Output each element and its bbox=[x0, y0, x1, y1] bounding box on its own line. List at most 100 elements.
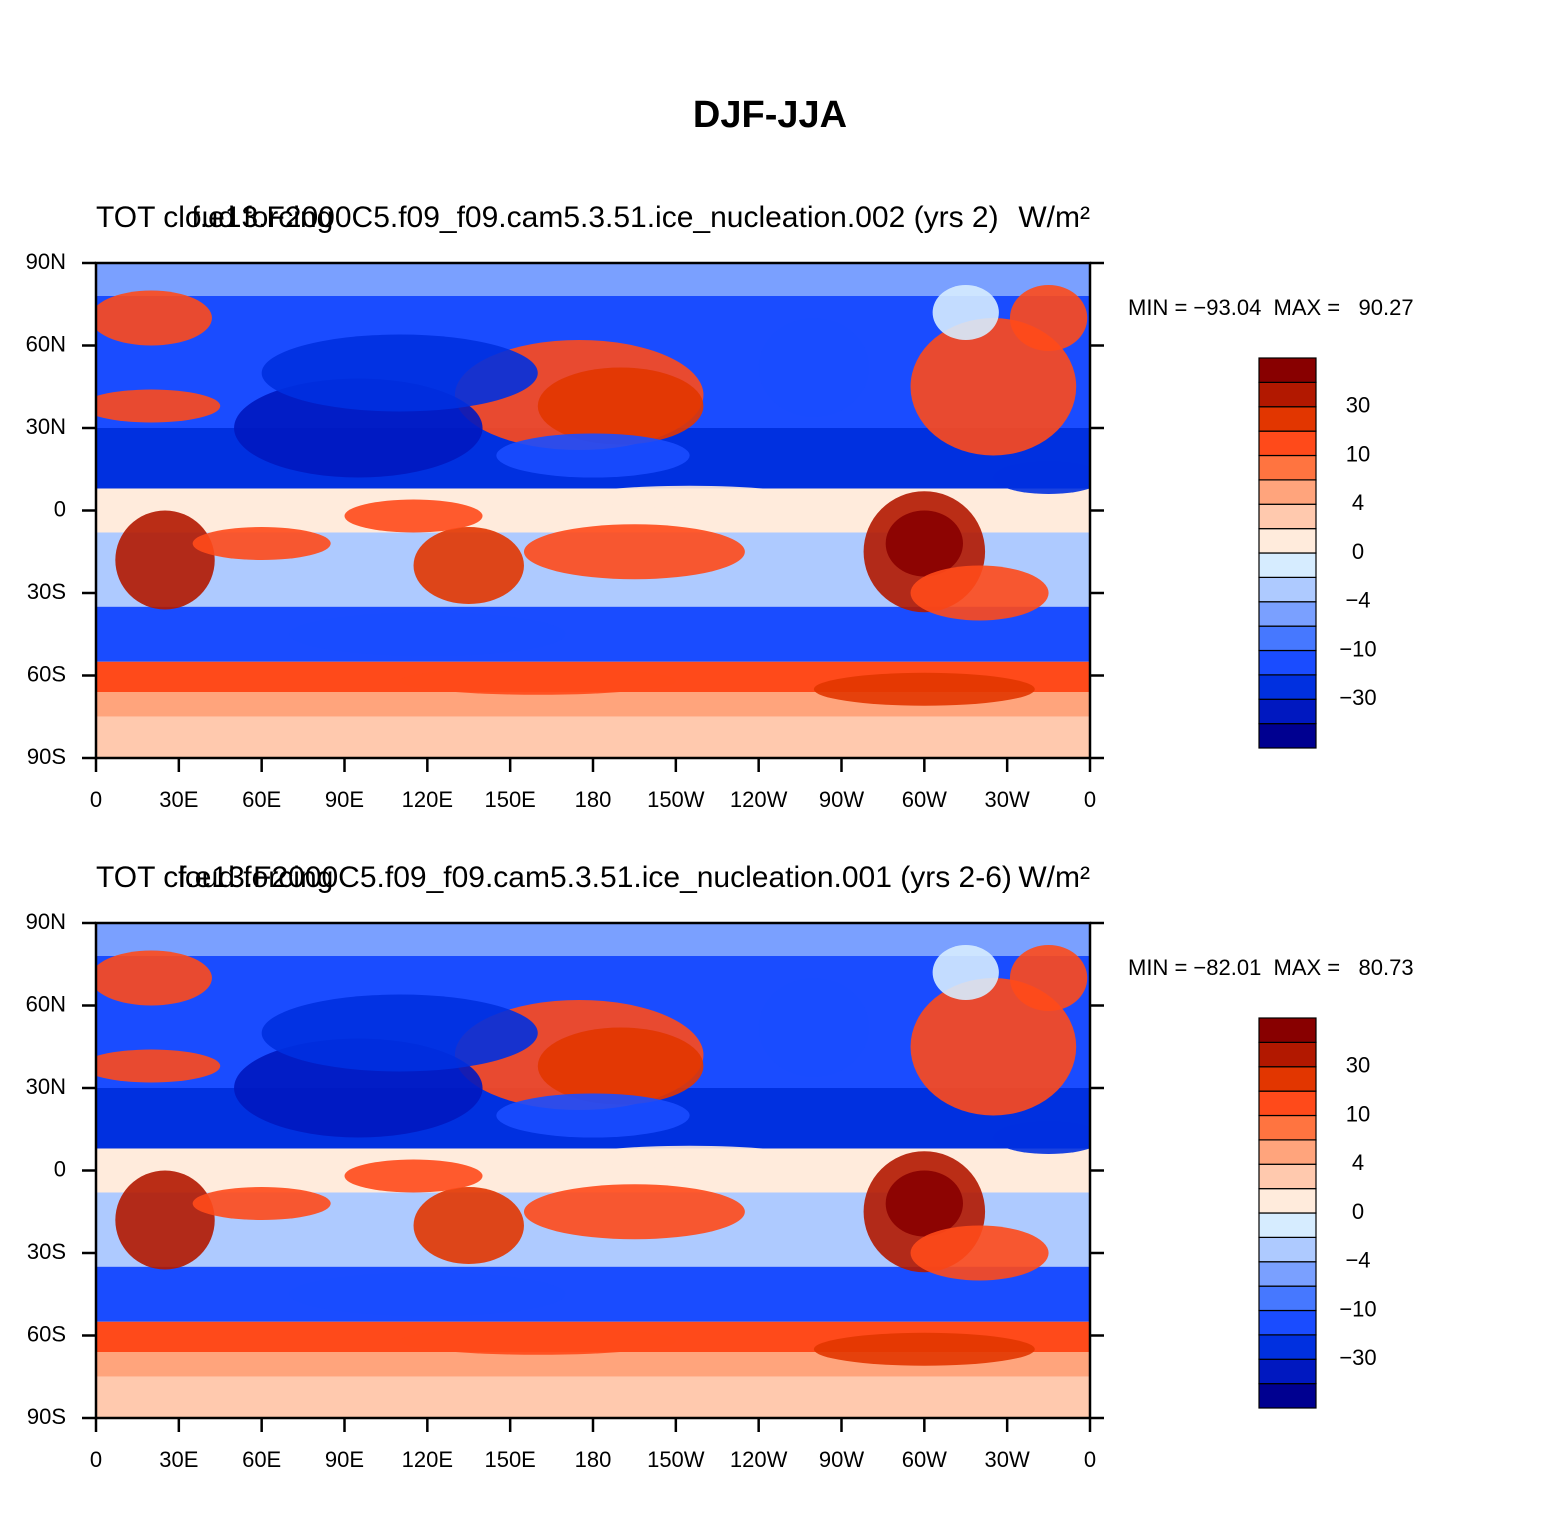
lon-tick-label: 150E bbox=[484, 1447, 535, 1472]
colorbar-box bbox=[1258, 1139, 1317, 1165]
field-blob bbox=[932, 285, 999, 340]
field-blob bbox=[932, 945, 999, 1000]
lon-tick-label: 150E bbox=[484, 787, 535, 812]
field-blob bbox=[496, 433, 690, 478]
lon-tick-label: 60E bbox=[242, 787, 281, 812]
colorbar-box bbox=[1258, 649, 1317, 676]
field-blob bbox=[413, 527, 524, 604]
colorbar-box bbox=[1258, 1212, 1317, 1238]
lat-tick-label: 90N bbox=[26, 909, 66, 934]
lat-tick-label: 60N bbox=[26, 991, 66, 1016]
field-blob bbox=[910, 565, 1049, 621]
lat-tick-label: 60N bbox=[26, 331, 66, 356]
lon-tick-label: 30W bbox=[985, 1447, 1030, 1472]
field-blob bbox=[758, 318, 870, 417]
lat-tick-label: 90S bbox=[27, 744, 66, 769]
lat-tick-label: 90S bbox=[27, 1404, 66, 1429]
field-blob bbox=[523, 524, 745, 580]
lon-tick-label: 30E bbox=[159, 1447, 198, 1472]
field-blob bbox=[910, 978, 1077, 1116]
map-field bbox=[96, 923, 1090, 1418]
colorbar-label: 4 bbox=[1352, 1150, 1364, 1175]
colorbar-box bbox=[1258, 698, 1317, 725]
field-blob bbox=[910, 1225, 1049, 1281]
colorbar-label: −10 bbox=[1339, 636, 1376, 661]
field-blob bbox=[96, 290, 212, 346]
field-blob bbox=[261, 994, 538, 1072]
field-blob bbox=[813, 1332, 1035, 1366]
lat-tick-label: 90N bbox=[26, 249, 66, 274]
lon-tick-label: 0 bbox=[90, 1447, 102, 1472]
field-blob bbox=[261, 334, 538, 412]
field-blob bbox=[579, 1145, 801, 1168]
field-blob bbox=[813, 672, 1035, 706]
field-blob bbox=[758, 978, 870, 1077]
lon-tick-label: 0 bbox=[1084, 1447, 1096, 1472]
lon-tick-label: 120W bbox=[730, 787, 788, 812]
field-blob bbox=[885, 510, 963, 577]
field-blob bbox=[413, 1187, 524, 1264]
lon-tick-label: 150W bbox=[647, 1447, 705, 1472]
colorbar-box bbox=[1258, 381, 1317, 408]
colorbar-box bbox=[1258, 1236, 1317, 1263]
field-blob bbox=[399, 1327, 676, 1355]
field-blob bbox=[1009, 285, 1088, 351]
right-string: W/m² bbox=[1018, 861, 1090, 894]
lat-tick-label: 60S bbox=[27, 1321, 66, 1346]
lon-tick-label: 30E bbox=[159, 787, 198, 812]
colorbar-box bbox=[1258, 1114, 1317, 1141]
colorbar-box bbox=[1258, 1188, 1317, 1214]
field-blob bbox=[1009, 945, 1088, 1011]
lat-tick-label: 30N bbox=[26, 1074, 66, 1099]
field-blob bbox=[910, 318, 1077, 456]
colorbar-box bbox=[1258, 723, 1317, 749]
colorbar-box bbox=[1258, 1261, 1317, 1287]
lat-tick-label: 0 bbox=[54, 1156, 66, 1181]
right-string: W/m² bbox=[1018, 201, 1090, 234]
field-band bbox=[96, 716, 1090, 758]
colorbar-box bbox=[1258, 1066, 1317, 1092]
colorbar-label: −30 bbox=[1339, 685, 1376, 710]
colorbar-box bbox=[1258, 1334, 1317, 1360]
colorbar-box bbox=[1258, 479, 1317, 505]
field-band bbox=[96, 1266, 1090, 1322]
field-band bbox=[96, 923, 1090, 956]
field-blob bbox=[523, 1184, 745, 1240]
field-blob bbox=[344, 1159, 483, 1193]
field-blob bbox=[96, 1049, 221, 1083]
lon-tick-label: 150W bbox=[647, 787, 705, 812]
map-field bbox=[96, 263, 1090, 758]
colorbar-box bbox=[1258, 406, 1317, 432]
colorbar-label: −30 bbox=[1339, 1345, 1376, 1370]
colorbar-box bbox=[1258, 528, 1317, 554]
left-string: TOT cloud forcing bbox=[96, 861, 333, 894]
colorbar-box bbox=[1258, 357, 1317, 383]
colorbar-box bbox=[1258, 625, 1317, 652]
colorbar-box bbox=[1258, 1309, 1317, 1336]
lon-tick-label: 120E bbox=[402, 1447, 453, 1472]
lat-tick-label: 30S bbox=[27, 1239, 66, 1264]
lon-tick-label: 60W bbox=[902, 1447, 947, 1472]
field-blob bbox=[399, 667, 676, 695]
colorbar-box bbox=[1258, 454, 1317, 481]
colorbar-box bbox=[1258, 430, 1317, 457]
colorbar-box bbox=[1258, 1358, 1317, 1385]
colorbar-box bbox=[1258, 576, 1317, 603]
field-band bbox=[96, 263, 1090, 296]
colorbar-label: 0 bbox=[1352, 539, 1364, 564]
left-string: TOT cloud forcing bbox=[96, 201, 333, 234]
field-blob bbox=[96, 389, 221, 423]
center-string: f.e13.F2000C5.f09_f09.cam5.3.51.ice_nucl… bbox=[191, 201, 998, 234]
field-blob bbox=[192, 527, 331, 560]
colorbar-label: −4 bbox=[1345, 1248, 1370, 1273]
colorbar-box bbox=[1258, 1041, 1317, 1068]
colorbar-box bbox=[1258, 674, 1317, 700]
colorbar-label: 10 bbox=[1346, 441, 1370, 466]
lon-tick-label: 0 bbox=[90, 787, 102, 812]
colorbar-label: 0 bbox=[1352, 1199, 1364, 1224]
colorbar-box bbox=[1258, 1383, 1317, 1409]
field-blob bbox=[579, 485, 801, 508]
colorbar-label: 30 bbox=[1346, 393, 1370, 418]
field-blob bbox=[993, 1121, 1090, 1154]
lat-tick-label: 60S bbox=[27, 661, 66, 686]
